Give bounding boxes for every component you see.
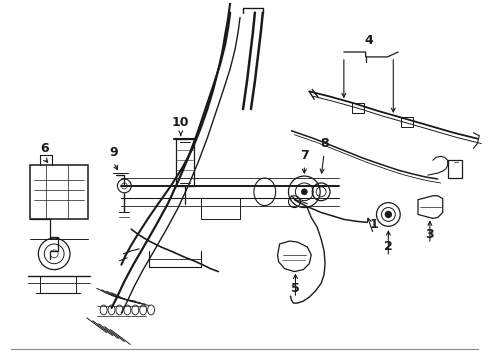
Circle shape <box>385 212 390 217</box>
Text: 10: 10 <box>172 116 189 129</box>
Text: 1: 1 <box>368 218 377 231</box>
Text: 7: 7 <box>299 149 308 162</box>
Bar <box>400 117 412 127</box>
Circle shape <box>301 189 306 195</box>
Text: 4: 4 <box>364 34 372 47</box>
Text: 8: 8 <box>319 137 328 150</box>
Text: 5: 5 <box>290 282 299 295</box>
Bar <box>30 165 88 219</box>
Bar <box>351 103 363 113</box>
Text: 9: 9 <box>109 146 118 159</box>
Text: 2: 2 <box>383 240 392 253</box>
Bar <box>200 198 240 219</box>
Text: 6: 6 <box>40 142 48 155</box>
Text: 3: 3 <box>425 228 433 240</box>
